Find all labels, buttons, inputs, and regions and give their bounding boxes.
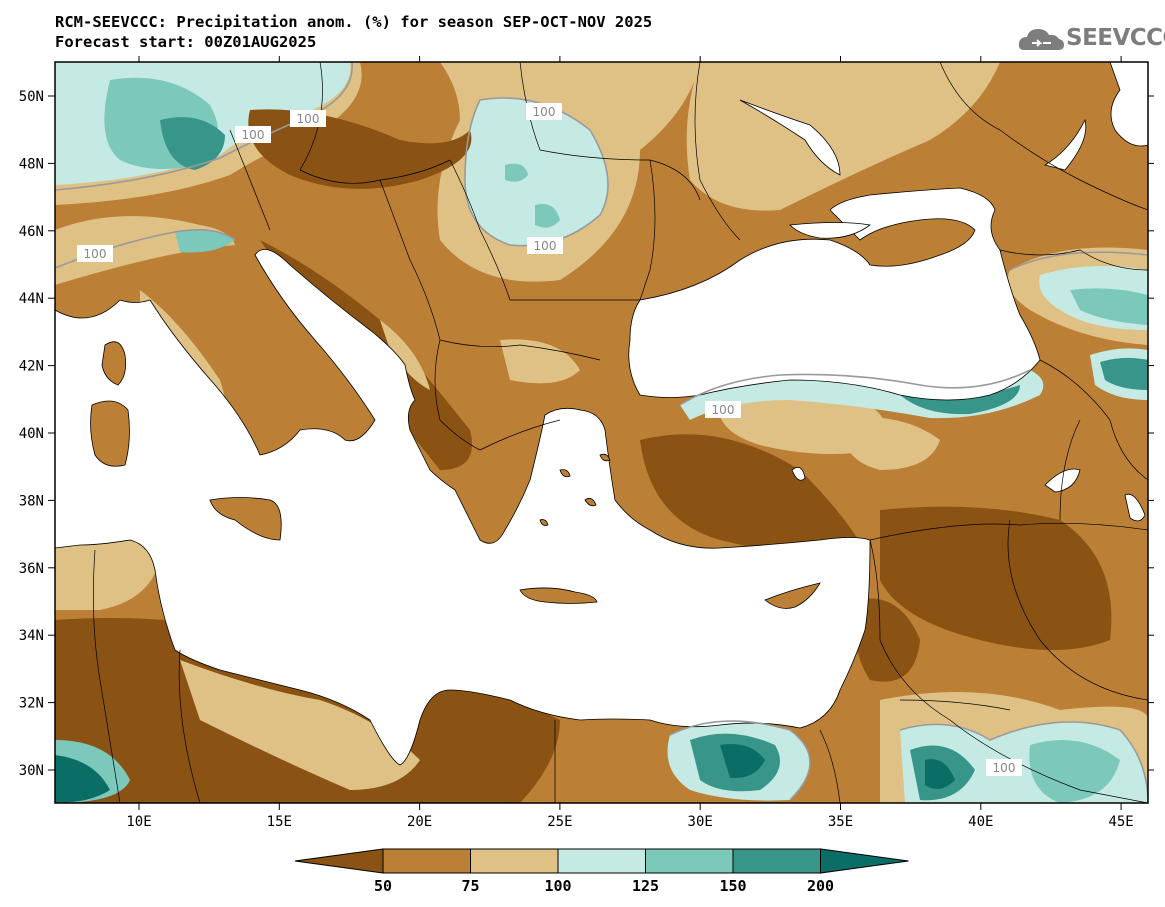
- lat-tick-label: 46N: [19, 224, 44, 240]
- contour-label-4: 100: [534, 239, 557, 253]
- colorbar-label: 50: [374, 877, 392, 895]
- lon-tick-label: 35E: [828, 814, 853, 830]
- contour-label-3: 100: [533, 105, 556, 119]
- field-bulgaria-light: [500, 339, 580, 384]
- lat-tick-label: 32N: [19, 696, 44, 712]
- field-ukraine-light: [686, 62, 1000, 211]
- colorbar-segment: [645, 848, 734, 874]
- colorbar-segment: [557, 848, 646, 874]
- lake-urmia: [1124, 493, 1146, 522]
- field-egypt-wet3: [720, 744, 765, 779]
- colorbar-segment: [382, 848, 471, 874]
- lat-tick-label: 30N: [19, 763, 44, 779]
- contour-label-5: 100: [84, 247, 107, 261]
- colorbar-label: 100: [544, 877, 571, 895]
- field-alps-wet: [175, 229, 235, 253]
- contour-labels: 100 100 100 100 100 100 100: [77, 103, 1022, 776]
- colorbar-segment: [470, 848, 559, 874]
- field-caucasus-wet2: [1070, 288, 1148, 325]
- field-central-dark: [248, 109, 472, 189]
- lat-tick-label: 50N: [19, 89, 44, 105]
- contour-label-6: 100: [712, 403, 735, 417]
- colorbar-label: 200: [807, 877, 834, 895]
- lon-tick-label: 30E: [688, 814, 713, 830]
- colorbar-label: 150: [719, 877, 746, 895]
- title-line-1: RCM-SEEVCCC: Precipitation anom. (%) for…: [55, 13, 653, 31]
- lon-tick-label: 45E: [1108, 814, 1133, 830]
- cloud-icon: [1018, 29, 1064, 50]
- colorbar-upper-arrow: [820, 848, 909, 874]
- lat-tick-label: 42N: [19, 359, 44, 375]
- field-levant-dark: [854, 598, 920, 682]
- lat-tick-label: 44N: [19, 291, 44, 307]
- colorbar-segment: [732, 848, 821, 874]
- logo-text: SEEVCCC: [1066, 25, 1165, 51]
- lon-tick-label: 25E: [547, 814, 572, 830]
- sea-of-azov: [789, 222, 871, 239]
- contour-label-2: 100: [242, 128, 265, 142]
- colorbar: 50 75 100 125 150 200: [294, 848, 909, 895]
- lake-tuz: [791, 466, 806, 481]
- contour-pontic: [679, 369, 1031, 406]
- field-albania-light: [380, 320, 430, 390]
- mediterranean-sea: [55, 248, 871, 766]
- cyprus: [764, 582, 821, 609]
- dnieper-reservoir: [739, 99, 841, 176]
- caspian-sea: [1109, 62, 1148, 147]
- seevccc-logo: SEEVCCC: [1018, 24, 1165, 56]
- lat-tick-label: 36N: [19, 561, 44, 577]
- field-libya-light: [180, 660, 420, 790]
- crete: [519, 587, 598, 604]
- lat-tick-label: 48N: [19, 156, 44, 172]
- colorbar-lower-arrow: [294, 848, 384, 874]
- contour-label-1: 100: [297, 112, 320, 126]
- contour-label-7: 100: [993, 761, 1016, 775]
- field-carpathian-wet2: [505, 163, 528, 182]
- field-tunisia-light: [55, 528, 160, 610]
- field-carpathian-wet: [465, 98, 608, 246]
- lon-tick-label: 15E: [267, 814, 292, 830]
- contour-caucasus: [1009, 251, 1148, 271]
- colorbar-label: 125: [632, 877, 659, 895]
- contour-nw: [55, 62, 353, 191]
- black-sea: [628, 187, 1041, 401]
- map-title: RCM-SEEVCCC: Precipitation anom. (%) for…: [55, 12, 652, 52]
- field-anatolia-dark: [640, 434, 870, 560]
- field-armenia-wet2: [1100, 357, 1148, 390]
- sardinia: [90, 400, 130, 467]
- lat-tick-label: 34N: [19, 628, 44, 644]
- map-field: [55, 62, 1148, 803]
- axes: 10E 15E 20E 25E 30E 35E 40E 45E 50N 48N 46N 44N 42N 4…: [19, 56, 1154, 830]
- field-arabia-wet4: [1029, 740, 1120, 803]
- seas: [55, 62, 1148, 766]
- lat-tick-label: 38N: [19, 493, 44, 509]
- title-line-2: Forecast start: 00Z01AUG2025: [55, 33, 317, 51]
- contour-carpathian: [464, 97, 609, 247]
- sicily: [209, 497, 282, 541]
- contour-arabia: [899, 721, 1148, 803]
- colorbar-label: 75: [461, 877, 479, 895]
- field-arabia-wet3: [925, 759, 955, 789]
- lat-tick-label: 40N: [19, 426, 44, 442]
- lon-tick-label: 10E: [126, 814, 151, 830]
- lon-tick-label: 20E: [407, 814, 432, 830]
- volga-reservoir: [1043, 118, 1087, 171]
- field-syria-dark: [880, 506, 1112, 650]
- corsica: [101, 341, 127, 386]
- field-carpathian-wet3: [535, 204, 560, 228]
- field-anatolia-light2: [840, 417, 940, 470]
- islands: [90, 341, 821, 609]
- field-sw-wet2: [55, 755, 110, 803]
- contour-egypt: [669, 720, 811, 801]
- field-nw-wet3: [160, 117, 225, 170]
- lon-tick-label: 40E: [968, 814, 993, 830]
- aegean-islands: [539, 453, 611, 526]
